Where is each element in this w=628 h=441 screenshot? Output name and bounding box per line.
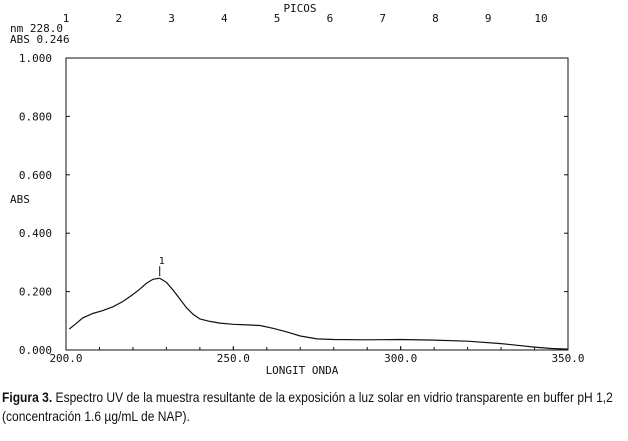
wavelength-readout: nm 228.0	[10, 22, 63, 35]
x-tick-label: 200.0	[49, 352, 82, 365]
peak-index-label: 1	[63, 12, 70, 25]
x-tick-label: 300.0	[384, 352, 417, 365]
peak-index-label: 10	[534, 12, 547, 25]
y-axis-label: ABS	[10, 193, 30, 206]
caption-label: Figura 3.	[2, 389, 53, 405]
peak-index-label: 5	[274, 12, 281, 25]
top-axis-title: PICOS	[283, 2, 316, 15]
peak-index-label: 9	[485, 12, 492, 25]
peak-index-label: 3	[168, 12, 175, 25]
uv-spectrum-chart: PICOS nm 228.0 ABS 0.246 ABS LONGIT ONDA…	[10, 2, 585, 377]
y-tick-label: 0.200	[19, 286, 52, 299]
peak-index-label: 6	[327, 12, 334, 25]
y-tick-label: 0.600	[19, 169, 52, 182]
peak-index-label: 7	[379, 12, 386, 25]
plot-area	[65, 57, 569, 351]
y-tick-label: 0.400	[19, 227, 52, 240]
peak-index-label: 8	[432, 12, 439, 25]
absorbance-spectrum-line	[68, 277, 569, 350]
absorbance-readout: ABS 0.246	[10, 33, 70, 46]
peak-index-label: 2	[115, 12, 122, 25]
y-tick-label: 0.000	[19, 344, 52, 357]
y-tick-label: 0.800	[19, 110, 52, 123]
x-tick-label: 350.0	[551, 352, 584, 365]
peak-marker-label: 1	[159, 256, 165, 267]
x-axis-label: LONGIT ONDA	[266, 364, 339, 377]
caption-text: Espectro UV de la muestra resultante de …	[2, 389, 613, 424]
peak-index-label: 4	[221, 12, 228, 25]
y-tick-label: 1.000	[19, 52, 52, 65]
figure-caption: Figura 3. Espectro UV de la muestra resu…	[2, 388, 626, 426]
x-tick-label: 250.0	[217, 352, 250, 365]
